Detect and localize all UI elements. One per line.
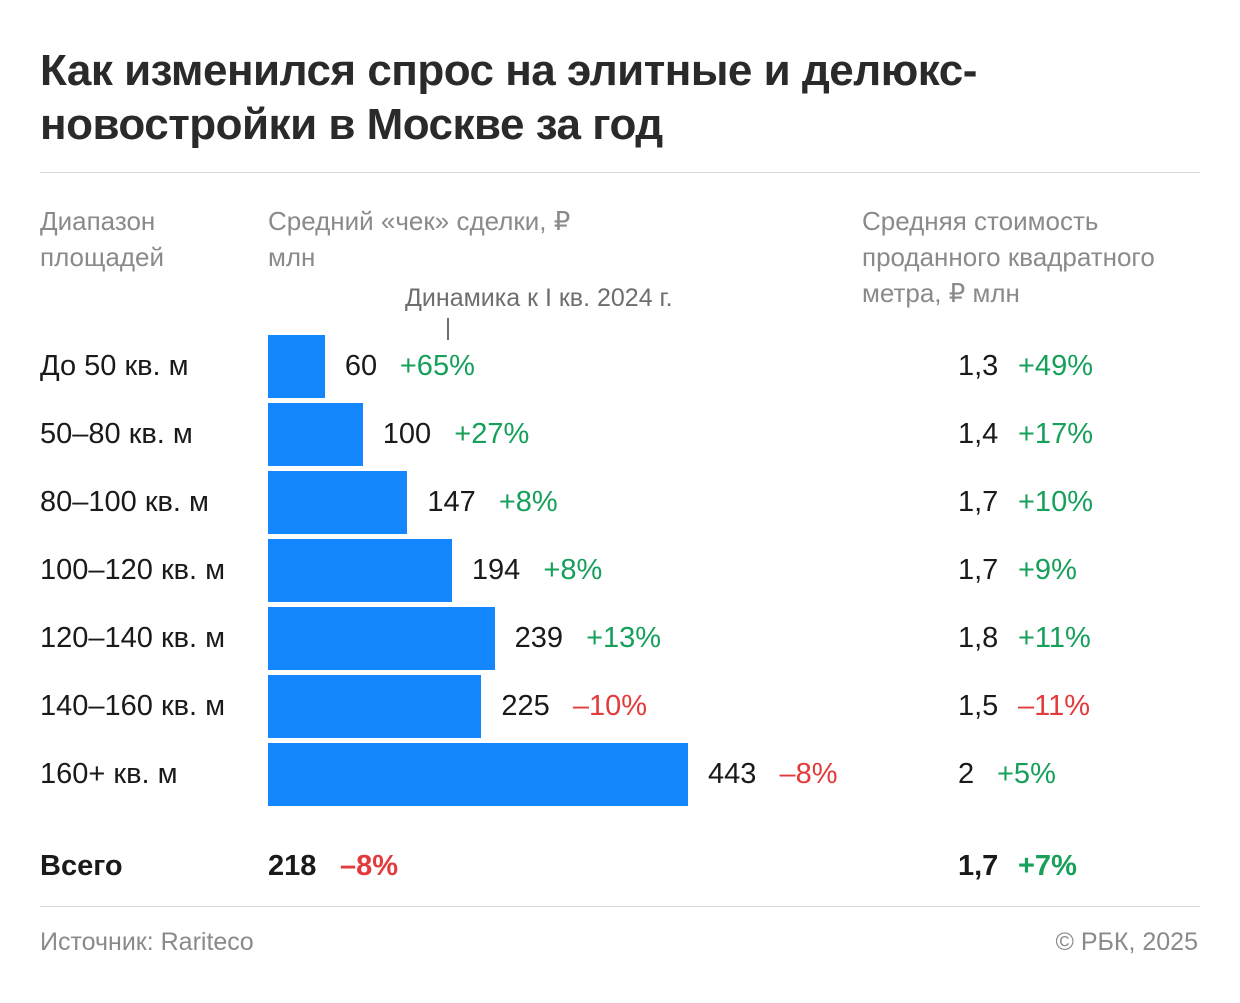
total-check-value: 218 xyxy=(268,850,317,882)
bar-value-label: 239 xyxy=(514,622,563,654)
range-header: Диапазон площадей xyxy=(40,206,165,272)
sqm-value: 1,7 xyxy=(958,486,999,518)
bar-value-label: 100 xyxy=(382,418,432,450)
bar xyxy=(268,539,452,602)
total-sqm-value: 1,7 xyxy=(958,850,999,882)
check-change-label: +65% xyxy=(399,350,475,382)
dynamics-tick xyxy=(447,318,449,340)
bar xyxy=(268,675,482,738)
bar xyxy=(268,607,495,670)
sqm-change-label: +17% xyxy=(1018,418,1093,450)
bar-value-label: 60 xyxy=(344,350,378,382)
sqm-value: 2 xyxy=(958,758,975,790)
bar xyxy=(268,335,325,398)
row-label: 50–80 кв. м xyxy=(40,418,193,450)
sqm-change-label: +10% xyxy=(1018,486,1093,518)
bar-value-label: 147 xyxy=(427,486,476,518)
check-change-label: +13% xyxy=(586,622,662,654)
total-check-change: –8% xyxy=(340,850,399,882)
sqm-value: 1,7 xyxy=(958,554,999,586)
bar xyxy=(268,743,688,806)
sqm-change-label: +49% xyxy=(1018,350,1093,382)
bar-value-label: 443 xyxy=(708,758,757,790)
check-header: Средний «чек» сделки, ₽ млн xyxy=(268,206,571,272)
copyright: © РБК, 2025 xyxy=(1055,928,1198,956)
total-sqm-change: +7% xyxy=(1018,850,1077,882)
sqm-change-label: –11% xyxy=(1018,690,1091,722)
sqm-change-label: +5% xyxy=(997,758,1056,790)
sqm-header: Средняя стоимость проданного квадратного… xyxy=(862,206,1155,308)
dynamics-label: Динамика к I кв. 2024 г. xyxy=(405,284,673,312)
row-label: 160+ кв. м xyxy=(40,758,178,790)
bar xyxy=(268,403,363,466)
top-divider xyxy=(40,172,1200,173)
sqm-value: 1,4 xyxy=(958,418,999,450)
bottom-divider xyxy=(40,906,1200,907)
sqm-change-label: +9% xyxy=(1018,554,1077,586)
check-change-label: –8% xyxy=(779,758,838,790)
source-note: Источник: Raritecо xyxy=(40,928,254,956)
chart-title: Как изменился спрос на элитные и делюкс-… xyxy=(40,46,977,149)
check-change-label: +8% xyxy=(543,554,603,586)
bar-value-label: 225 xyxy=(501,690,550,722)
row-label: 100–120 кв. м xyxy=(40,554,226,586)
row-label: 80–100 кв. м xyxy=(40,486,209,518)
check-change-label: +27% xyxy=(454,418,530,450)
row-label: 140–160 кв. м xyxy=(40,690,226,722)
row-label: До 50 кв. м xyxy=(40,350,189,382)
check-change-label: +8% xyxy=(498,486,558,518)
bar-value-label: 194 xyxy=(471,554,521,586)
sqm-change-label: +11% xyxy=(1018,622,1091,654)
sqm-value: 1,3 xyxy=(958,350,999,382)
bar xyxy=(268,471,408,534)
row-label: 120–140 кв. м xyxy=(40,622,226,654)
total-label: Всего xyxy=(40,850,123,882)
check-change-label: –10% xyxy=(572,690,647,722)
sqm-value: 1,5 xyxy=(958,690,999,722)
sqm-value: 1,8 xyxy=(958,622,999,654)
